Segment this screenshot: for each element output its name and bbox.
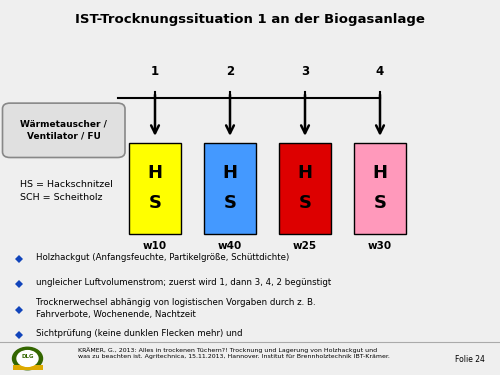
Bar [354,142,406,234]
Text: 4: 4 [376,65,384,78]
Text: w10: w10 [143,241,167,251]
FancyBboxPatch shape [2,103,125,158]
Text: w40: w40 [218,241,242,251]
Text: IST-Trocknungssituation 1 an der Biogasanlage: IST-Trocknungssituation 1 an der Biogasa… [75,13,425,26]
Text: HS = Hackschnitzel
SCH = Scheitholz: HS = Hackschnitzel SCH = Scheitholz [20,180,113,202]
Circle shape [17,351,38,366]
Text: Folie 24: Folie 24 [455,355,485,364]
Bar [279,142,331,234]
Text: 2: 2 [226,65,234,78]
Text: w30: w30 [368,241,392,251]
Text: ungleicher Luftvolumenstrom; zuerst wird 1, dann 3, 4, 2 begünstigt: ungleicher Luftvolumenstrom; zuerst wird… [36,278,331,287]
Bar [129,142,181,234]
Text: Wärmetauscher /
Ventilator / FU: Wärmetauscher / Ventilator / FU [20,120,107,141]
Text: Trocknerwechsel abhängig von logistischen Vorgaben durch z. B.
Fahrverbote, Woch: Trocknerwechsel abhängig von logistische… [36,298,316,319]
Circle shape [12,347,42,370]
Text: H: H [148,164,162,183]
Text: w25: w25 [293,241,317,251]
Text: Sichtprüfung (keine dunklen Flecken mehr) und: Sichtprüfung (keine dunklen Flecken mehr… [36,329,242,338]
Text: H: H [222,164,238,183]
Text: 1: 1 [151,65,159,78]
Text: KRÄMER, G., 2013: Alles in trockenen Tüchern?! Trocknung und Lagerung von Holzha: KRÄMER, G., 2013: Alles in trockenen Tüc… [78,347,390,359]
Text: 3: 3 [301,65,309,78]
Bar [204,142,256,234]
Text: H: H [298,164,312,183]
Text: Holzhackgut (Anfangsfeuchte, Partikelgröße, Schüttdichte): Holzhackgut (Anfangsfeuchte, Partikelgrö… [36,253,289,262]
Text: S: S [224,194,236,212]
Text: S: S [374,194,386,212]
Text: S: S [298,194,312,212]
Text: S: S [148,194,162,212]
Text: H: H [372,164,388,183]
Bar [12,365,42,370]
Text: DLG: DLG [21,354,34,359]
